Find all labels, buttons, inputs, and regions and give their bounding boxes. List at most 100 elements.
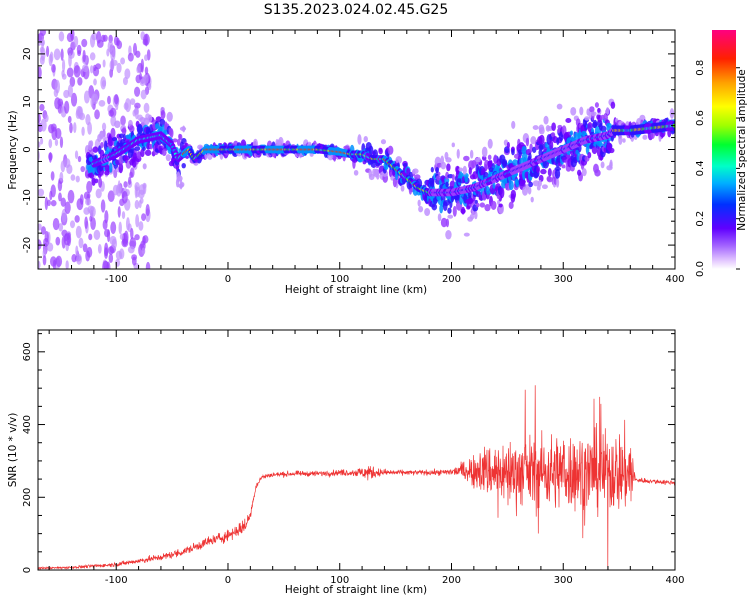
spectral-blob (59, 171, 64, 182)
spectral-blob (554, 168, 561, 179)
spectral-blob (82, 49, 86, 63)
spectral-blob (119, 248, 125, 260)
spectral-blob (69, 220, 76, 229)
spectral-blob (108, 109, 115, 117)
spectral-blob (50, 123, 57, 132)
spectral-blob (97, 244, 102, 254)
chart-title: S135.2023.024.02.45.G25 (264, 2, 449, 18)
spectral-blob (112, 184, 119, 196)
spectral-blob (440, 161, 447, 170)
spectral-blob (357, 134, 362, 145)
spectral-blob (54, 138, 59, 147)
spectral-blob (55, 255, 63, 268)
spectral-blob (121, 127, 127, 135)
spectral-blob (102, 59, 106, 68)
spectral-blob (166, 111, 173, 122)
spectral-blob (569, 130, 574, 136)
spectral-blob (147, 114, 153, 123)
spectral-blob (540, 168, 547, 175)
spectral-blob (121, 191, 128, 204)
spectral-blob (142, 38, 148, 46)
colorbar-gradient (712, 30, 736, 269)
spectral-blob (172, 138, 178, 143)
spectral-blob (74, 150, 79, 160)
spectral-blob (117, 206, 121, 218)
colorbar: 0.0 0.2 0.4 0.6 0.8 Normalized spectral ampl… (695, 30, 748, 277)
spectral-blob (456, 148, 460, 159)
spectral-blob (140, 58, 145, 73)
spectral-blob (463, 155, 470, 162)
spectral-blob (584, 116, 590, 121)
spectral-blob (487, 138, 493, 149)
spectral-blob (435, 167, 439, 174)
spectral-blob (94, 178, 99, 184)
spectral-blob (479, 202, 486, 208)
spectral-blob (565, 118, 572, 124)
spectral-blob (464, 175, 469, 183)
spectral-blob (469, 213, 475, 220)
spectral-blob (86, 246, 93, 258)
spectral-blob (48, 53, 53, 67)
spectral-blob (510, 189, 517, 200)
spectral-blob (87, 121, 92, 135)
colorbar-tick-label: 0.4 (695, 160, 706, 176)
spectrogram-marks (38, 30, 675, 269)
spectral-blob (609, 159, 613, 169)
snr-y-ticks: 0 200 400 600 (22, 333, 675, 573)
spectral-blob (618, 134, 623, 145)
spectral-blob (387, 145, 394, 155)
spectral-blob (52, 217, 60, 231)
spectral-blob (46, 242, 54, 252)
spectral-blob (574, 156, 578, 161)
spectral-blob (446, 163, 451, 172)
spectral-blob (81, 126, 85, 136)
spectral-blob (129, 171, 133, 178)
spectral-blob (130, 227, 134, 240)
spectral-blob (121, 211, 126, 220)
spectral-blob (592, 119, 598, 129)
spectral-blob (390, 175, 395, 181)
spectral-blob (597, 107, 601, 113)
spectral-blob (93, 78, 97, 86)
spectral-blob (547, 168, 552, 177)
spectral-blob (68, 53, 72, 68)
y-tick-label: -20 (22, 237, 33, 253)
spectral-blob (499, 187, 505, 199)
spectral-blob (555, 177, 560, 188)
spectral-blob (131, 254, 138, 261)
spectral-blob (178, 133, 183, 141)
spectral-blob (42, 255, 47, 266)
spectrogram-y-ticks: -20 -10 0 10 20 (22, 29, 675, 270)
spectral-blob (445, 171, 449, 180)
spectral-blob (60, 48, 64, 61)
spectral-blob (75, 225, 82, 239)
snr-x-ticks: -100 0 100 200 300 400 (48, 330, 685, 586)
spectral-blob (160, 109, 166, 120)
spectral-blob (539, 143, 545, 150)
spectral-blob (111, 238, 118, 249)
y-tick-label: 0 (22, 567, 33, 573)
spectral-blob (451, 174, 455, 182)
spectral-blob (452, 205, 457, 217)
y-tick-label: 20 (22, 48, 33, 61)
spectral-blob (591, 145, 598, 155)
spectral-blob (477, 157, 481, 163)
spectral-blob (48, 138, 53, 149)
spectral-blob (50, 200, 57, 207)
spectral-blob (497, 199, 501, 206)
spectral-blob (63, 158, 71, 169)
spectral-blob (134, 146, 141, 151)
x-tick-label: 200 (442, 575, 461, 586)
spectral-blob (528, 181, 534, 188)
spectral-blob (99, 130, 104, 139)
spectral-blob (424, 207, 431, 217)
spectral-blob (128, 176, 132, 185)
spectral-blob (600, 161, 605, 169)
spectral-blob (132, 42, 138, 56)
x-tick-label: 300 (554, 575, 573, 586)
spectral-blob (475, 203, 480, 208)
spectral-blob (492, 182, 496, 189)
spectral-blob (38, 66, 42, 79)
spectral-blob (106, 261, 111, 269)
